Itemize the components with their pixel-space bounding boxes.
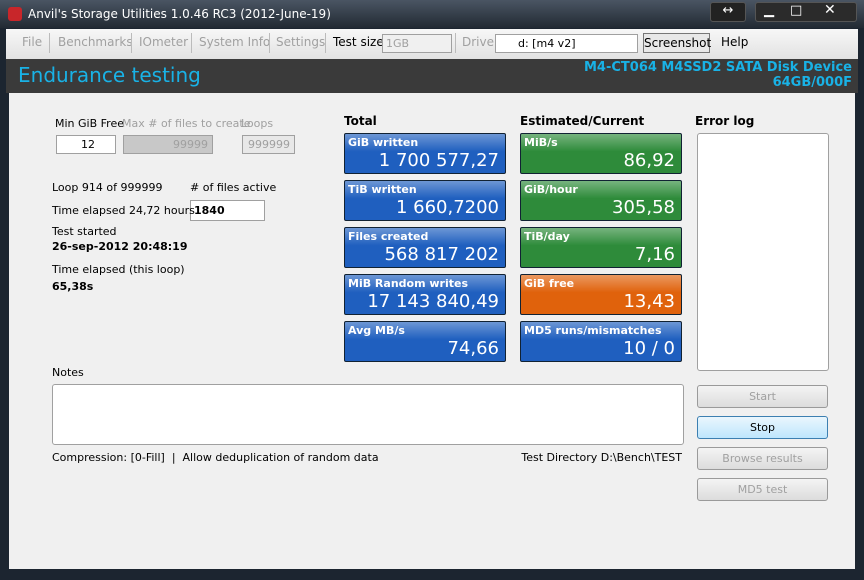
stat-tile: MiB/s 86,92 [520, 133, 682, 174]
total-heading: Total [344, 114, 377, 128]
device-firmware: 64GB/000F [772, 75, 852, 90]
stop-button[interactable]: Stop [697, 416, 828, 439]
notes-label: Notes [52, 366, 84, 379]
stat-tile: MiB Random writes 17 143 840,49 [344, 274, 506, 315]
min-gib-label: Min GiB Free [55, 117, 124, 130]
tile-value: 568 817 202 [384, 244, 499, 265]
minimize[interactable]: ▁ [764, 3, 774, 18]
stat-tile: GiB/hour 305,58 [520, 180, 682, 221]
tile-value: 74,66 [447, 338, 499, 359]
loop-elapsed-label: Time elapsed (this loop) [52, 263, 185, 276]
start-button[interactable]: Start [697, 385, 828, 408]
files-active-value: 1840 [190, 200, 265, 221]
window-title: Anvil's Storage Utilities 1.0.46 RC3 (20… [28, 7, 331, 21]
browse-button[interactable]: Browse results [697, 447, 828, 470]
separator [455, 33, 456, 53]
separator [49, 33, 50, 53]
header-title: Endurance testing [18, 63, 201, 87]
time-elapsed: Time elapsed 24,72 hours [52, 204, 195, 217]
tile-label: MiB Random writes [348, 277, 469, 290]
tile-label: TiB written [348, 183, 417, 196]
screenshot-button[interactable]: Screenshot [643, 33, 711, 53]
stat-tile: GiB written 1 700 577,27 [344, 133, 506, 174]
loop-status: Loop 914 of 999999 [52, 181, 163, 194]
tile-label: Avg MB/s [348, 324, 405, 337]
max-files-input: 99999 [123, 135, 213, 154]
resize-button[interactable]: ↔ [710, 2, 746, 22]
tile-label: MD5 runs/mismatches [524, 324, 662, 337]
menu-item[interactable]: Settings [276, 35, 326, 49]
test-directory: Test Directory D:\Bench\TEST [521, 451, 682, 464]
compression-info: Compression: [0-Fill] | Allow deduplicat… [52, 451, 379, 464]
window-controls[interactable] [755, 2, 857, 22]
loops-label: Loops [241, 117, 274, 130]
notes-box[interactable] [52, 384, 684, 445]
tile-label: GiB free [524, 277, 575, 290]
test-size-label: Test size [333, 35, 384, 49]
menu-item[interactable]: Benchmarks [58, 35, 133, 49]
help-menu[interactable]: Help [721, 35, 749, 49]
stat-tile: TiB written 1 660,7200 [344, 180, 506, 221]
stat-tile: GiB free 13,43 [520, 274, 682, 315]
tile-value: 7,16 [634, 244, 675, 265]
menu-item[interactable]: System Info [199, 35, 271, 49]
device-name: M4-CT064 M4SSD2 SATA Disk Device [583, 60, 852, 75]
error-log-box [697, 133, 829, 371]
md5-button[interactable]: MD5 test [697, 478, 828, 501]
app-icon [8, 7, 22, 21]
tile-value: 17 143 840,49 [367, 291, 499, 312]
header-bar [6, 59, 858, 93]
loops-input: 999999 [242, 135, 295, 154]
test-size-select[interactable]: 1GB [382, 34, 452, 53]
error-log-heading: Error log [695, 114, 755, 128]
drive-label: Drive [462, 35, 494, 49]
tile-label: GiB written [348, 136, 419, 149]
stat-tile: Files created 568 817 202 [344, 227, 506, 268]
menu-item[interactable]: File [22, 35, 43, 49]
tile-value: 1 700 577,27 [378, 150, 499, 171]
separator [191, 33, 192, 53]
menu-item[interactable]: IOmeter [139, 35, 189, 49]
drive-value: d: [m4 v2] [518, 37, 576, 50]
stat-tile: MD5 runs/mismatches 10 / 0 [520, 321, 682, 362]
tile-value: 10 / 0 [623, 338, 675, 359]
test-started-label: Test started [52, 225, 117, 238]
drive-select[interactable] [495, 34, 638, 53]
tile-value: 1 660,7200 [395, 197, 499, 218]
test-started-value: 26-sep-2012 20:48:19 [52, 240, 188, 253]
stat-tile: Avg MB/s 74,66 [344, 321, 506, 362]
tile-label: TiB/day [524, 230, 570, 243]
loop-elapsed-value: 65,38s [52, 280, 94, 293]
tile-label: GiB/hour [524, 183, 578, 196]
files-active-label: # of files active [190, 181, 277, 194]
tile-label: Files created [348, 230, 429, 243]
tile-label: MiB/s [524, 136, 558, 149]
max-files-label: Max # of files to create [122, 117, 251, 130]
separator [325, 33, 326, 53]
tile-value: 305,58 [612, 197, 675, 218]
tile-value: 13,43 [623, 291, 675, 312]
stat-tile: TiB/day 7,16 [520, 227, 682, 268]
tile-value: 86,92 [623, 150, 675, 171]
separator [269, 33, 270, 53]
current-heading: Estimated/Current [520, 114, 645, 128]
min-gib-input[interactable]: 12 [56, 135, 116, 154]
close[interactable]: ✕ [824, 2, 836, 18]
separator [131, 33, 132, 53]
maximize[interactable]: □ [790, 3, 803, 18]
